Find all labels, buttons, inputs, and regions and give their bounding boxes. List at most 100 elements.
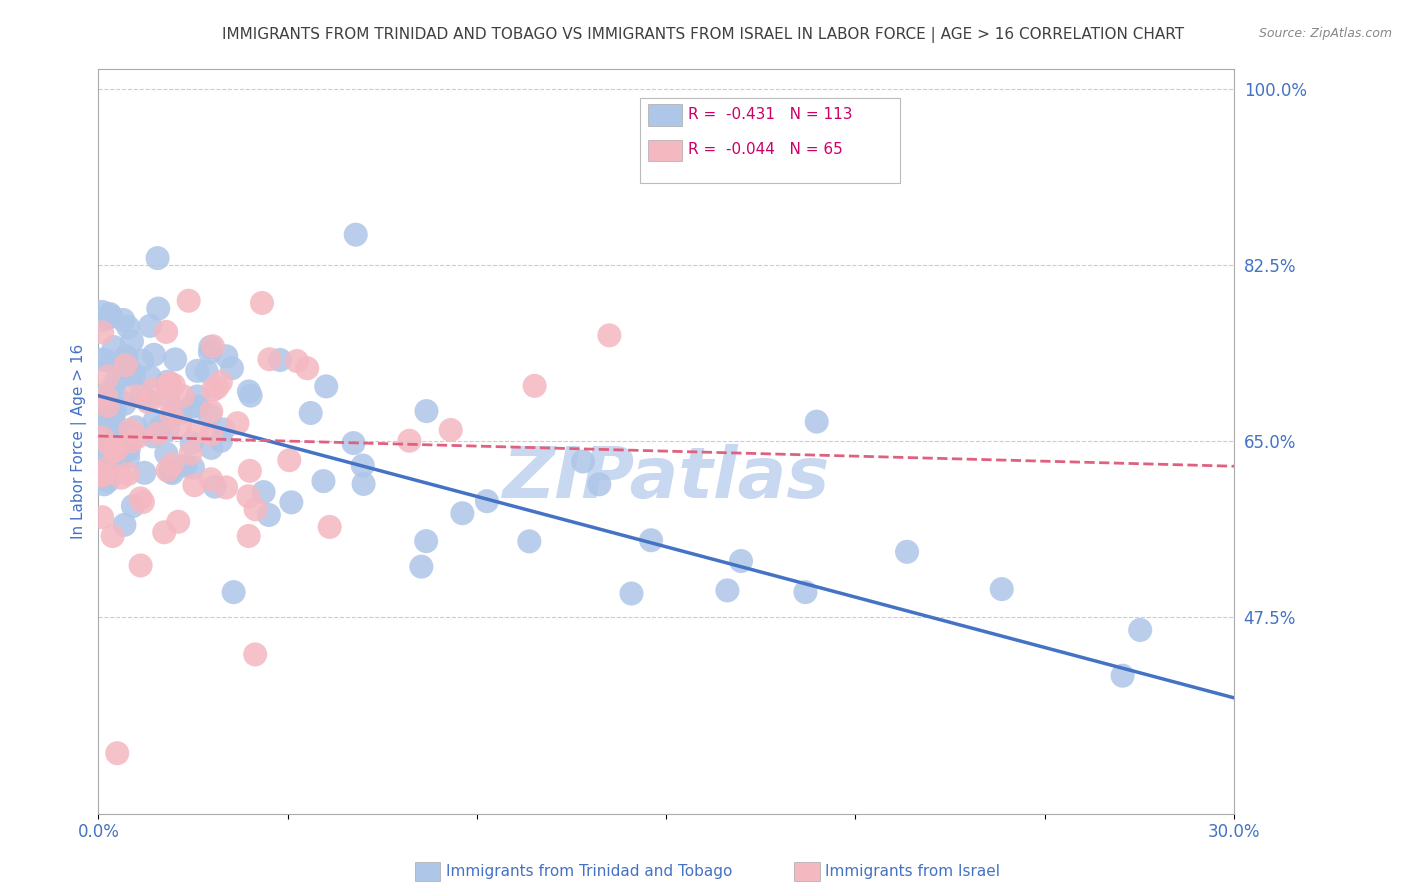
- Point: [103, 417, 125, 431]
- Point: [239, 464, 262, 478]
- Point: [124, 420, 146, 434]
- Point: [146, 251, 169, 265]
- Point: [142, 348, 165, 362]
- Point: [115, 350, 138, 364]
- Point: [245, 502, 267, 516]
- Point: [91, 305, 114, 319]
- Point: [299, 406, 322, 420]
- Point: [280, 495, 302, 509]
- Point: [239, 388, 262, 402]
- Point: [198, 408, 221, 422]
- Point: [118, 442, 141, 457]
- Point: [120, 434, 142, 449]
- Point: [238, 384, 260, 399]
- Point: [181, 460, 204, 475]
- Point: [475, 494, 498, 508]
- Point: [156, 375, 179, 389]
- Point: [896, 545, 918, 559]
- Point: [312, 474, 335, 488]
- Point: [186, 364, 208, 378]
- Point: [121, 366, 143, 380]
- Point: [91, 390, 114, 404]
- Point: [200, 427, 222, 442]
- Point: [163, 378, 186, 392]
- Point: [730, 554, 752, 568]
- Point: [200, 441, 222, 455]
- Point: [139, 318, 162, 333]
- Point: [93, 467, 115, 482]
- Point: [97, 440, 120, 454]
- Point: [129, 491, 152, 506]
- Point: [162, 457, 184, 471]
- Point: [131, 353, 153, 368]
- Point: [215, 349, 238, 363]
- Point: [159, 376, 181, 391]
- Point: [105, 746, 128, 760]
- Point: [114, 397, 136, 411]
- Point: [103, 340, 125, 354]
- Point: [177, 293, 200, 308]
- Point: [115, 350, 138, 364]
- Point: [598, 328, 620, 343]
- Point: [156, 463, 179, 477]
- Point: [136, 395, 159, 409]
- Point: [101, 408, 124, 422]
- Point: [105, 442, 128, 457]
- Point: [517, 534, 540, 549]
- Point: [198, 345, 221, 359]
- Point: [93, 425, 115, 439]
- Point: [100, 310, 122, 324]
- Point: [415, 404, 437, 418]
- Point: [315, 379, 337, 393]
- Point: [226, 416, 249, 430]
- Text: ZIPatlas: ZIPatlas: [502, 444, 830, 513]
- Point: [245, 648, 267, 662]
- Point: [91, 413, 114, 427]
- Point: [200, 340, 222, 354]
- Point: [640, 533, 662, 548]
- Point: [180, 400, 202, 414]
- Point: [157, 393, 180, 408]
- Point: [112, 517, 135, 532]
- Point: [169, 419, 191, 434]
- Point: [440, 423, 463, 437]
- Point: [398, 434, 420, 448]
- Point: [257, 508, 280, 522]
- Point: [97, 399, 120, 413]
- Point: [157, 378, 180, 392]
- Point: [153, 525, 176, 540]
- Point: [202, 383, 225, 397]
- Point: [186, 389, 208, 403]
- Point: [149, 419, 172, 434]
- Point: [97, 369, 120, 384]
- Point: [411, 559, 433, 574]
- Point: [200, 472, 222, 486]
- Point: [124, 389, 146, 403]
- Point: [110, 471, 132, 485]
- Point: [318, 520, 340, 534]
- Point: [451, 506, 474, 520]
- Point: [222, 585, 245, 599]
- Point: [114, 358, 136, 372]
- Point: [187, 400, 209, 414]
- Point: [91, 326, 114, 340]
- Point: [91, 409, 114, 423]
- Point: [117, 450, 139, 465]
- Point: [91, 468, 114, 483]
- Point: [167, 515, 190, 529]
- Point: [91, 313, 114, 327]
- Point: [204, 480, 226, 494]
- Point: [143, 414, 166, 428]
- Point: [100, 382, 122, 396]
- Point: [148, 301, 170, 316]
- Text: Immigrants from Trinidad and Tobago: Immigrants from Trinidad and Tobago: [446, 864, 733, 879]
- Point: [155, 447, 177, 461]
- Point: [104, 445, 127, 459]
- Point: [132, 495, 155, 509]
- Point: [101, 529, 124, 543]
- Point: [98, 307, 121, 321]
- Point: [100, 440, 122, 454]
- Point: [212, 422, 235, 436]
- Point: [94, 460, 117, 475]
- Point: [114, 368, 136, 383]
